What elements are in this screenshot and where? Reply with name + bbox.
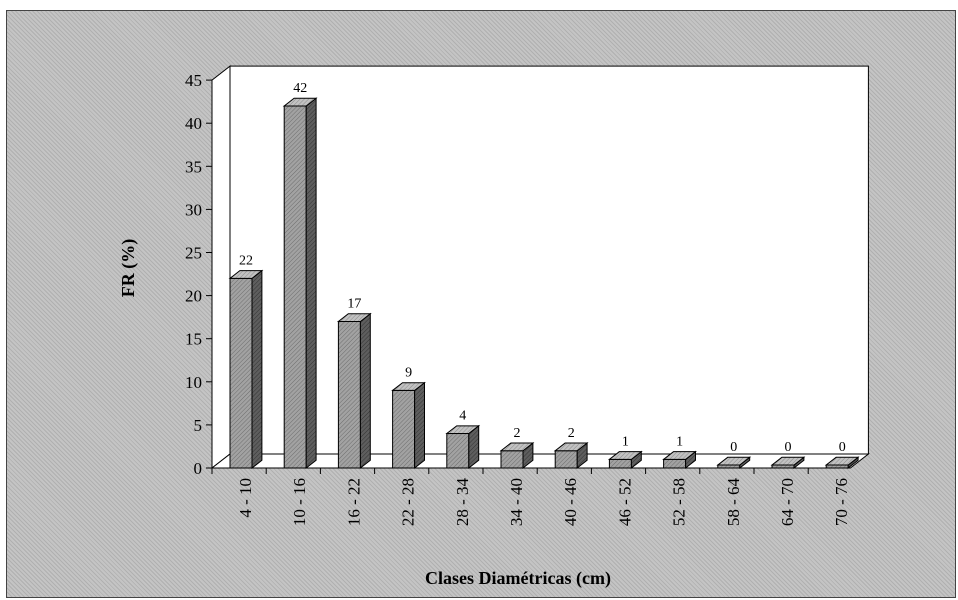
bar-side — [251, 269, 263, 470]
bar-top — [391, 382, 426, 391]
bar-front — [663, 458, 687, 469]
bar-value-label: 0 — [730, 440, 737, 455]
bar-top — [770, 456, 806, 466]
bar: 0 — [716, 440, 752, 470]
bar-value-label: 4 — [459, 409, 466, 424]
bar-value-label: 0 — [839, 440, 846, 455]
bar-value-label: 42 — [293, 81, 307, 96]
bar: 0 — [770, 440, 806, 470]
bar-front — [608, 458, 632, 469]
bar: 4 — [445, 409, 481, 470]
x-axis-title: Clases Diamétricas (cm) — [425, 568, 611, 589]
x-tick-label: 52 - 58 — [670, 478, 689, 526]
bar-value-label: 17 — [347, 296, 361, 311]
bar-front — [229, 277, 253, 469]
x-tick-label: 22 - 28 — [399, 478, 418, 526]
bar: 2 — [553, 426, 589, 470]
bar: 2 — [499, 426, 535, 470]
y-tick-label: 40 — [185, 114, 202, 133]
x-tick-label: 34 - 40 — [507, 478, 526, 526]
bar-side — [305, 97, 317, 470]
plot-back-wall — [229, 65, 869, 455]
bar-top — [499, 442, 535, 452]
bar-side — [359, 312, 371, 470]
bar-side — [414, 381, 425, 470]
y-tick-label: 35 — [185, 157, 202, 176]
y-tick-label: 25 — [185, 244, 202, 263]
bar-value-label: 2 — [568, 426, 575, 441]
x-tick-label: 46 - 52 — [615, 478, 634, 526]
bar-top — [336, 313, 372, 322]
x-tick-label: 4 - 10 — [236, 478, 255, 518]
bar-top — [282, 97, 318, 107]
x-tick-label: 70 - 76 — [832, 478, 851, 526]
bar-top — [662, 451, 697, 460]
bar-top — [553, 442, 589, 452]
x-tick-label: 10 - 16 — [290, 478, 309, 526]
bar: 0 — [824, 440, 860, 470]
y-tick-label: 30 — [185, 200, 202, 219]
bar-front — [500, 450, 524, 469]
bar-top — [716, 456, 752, 466]
bar-value-label: 0 — [785, 440, 792, 455]
x-tick-label: 40 - 46 — [561, 478, 580, 526]
bar-top — [824, 456, 860, 466]
x-tick-label: 64 - 70 — [778, 478, 797, 526]
y-tick-label: 45 — [185, 71, 202, 90]
bar-front — [446, 433, 470, 469]
y-axis-title: FR (%) — [118, 239, 139, 297]
bar-top — [445, 425, 481, 435]
bar-top — [607, 451, 643, 460]
x-tick-label: 58 - 64 — [724, 478, 743, 527]
x-tick-label: 28 - 34 — [453, 478, 472, 527]
bar: 1 — [607, 434, 643, 470]
bar-value-label: 1 — [676, 434, 683, 449]
bar-top — [228, 270, 264, 279]
x-tick-label: 16 - 22 — [344, 478, 363, 526]
bar-front — [283, 105, 307, 469]
bar-value-label: 1 — [622, 434, 629, 449]
y-tick-label: 15 — [185, 330, 202, 349]
bar: 17 — [336, 296, 372, 470]
bar-front — [554, 450, 578, 469]
bar-front — [392, 389, 416, 469]
bar-value-label: 2 — [514, 426, 521, 441]
bar: 42 — [282, 81, 318, 470]
bar: 9 — [391, 365, 426, 470]
y-tick-label: 20 — [185, 287, 202, 306]
y-tick-label: 10 — [185, 373, 202, 392]
bar-value-label: 9 — [405, 365, 412, 380]
bar: 22 — [228, 253, 264, 470]
y-tick-label: 5 — [194, 416, 203, 435]
bar-value-label: 22 — [239, 253, 253, 268]
bar-front — [337, 320, 361, 469]
plot-side-wall — [211, 65, 231, 470]
y-tick-label: 0 — [194, 459, 203, 478]
